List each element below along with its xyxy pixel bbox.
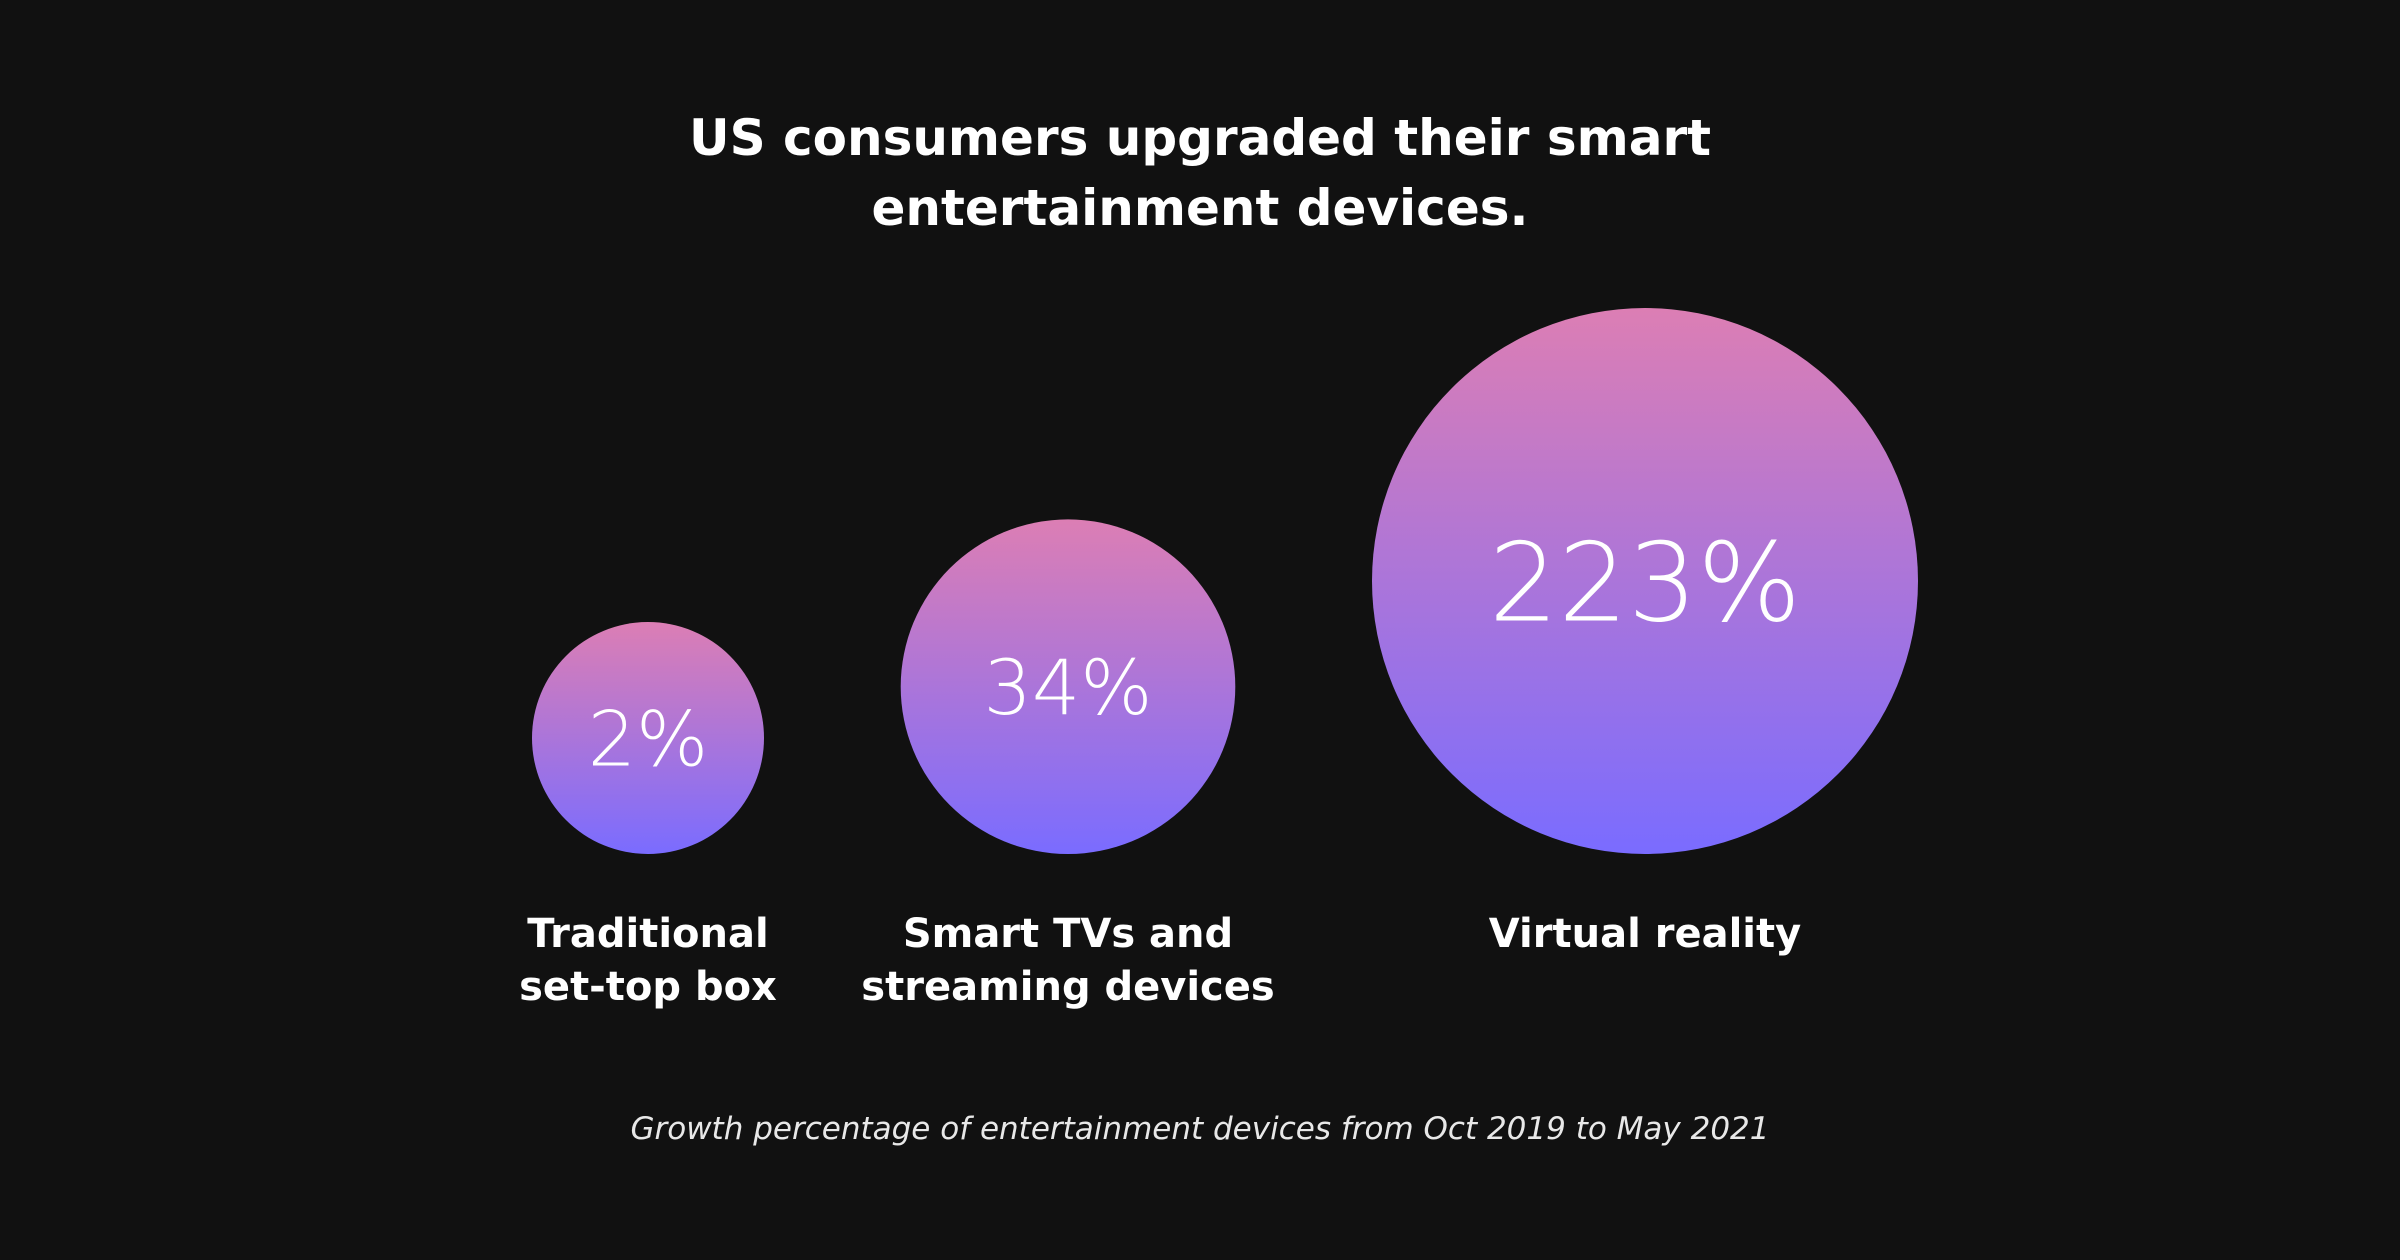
bubble-value-label: 34%: [984, 643, 1153, 732]
chart-title-line-1: US consumers upgraded their smart: [689, 109, 1711, 167]
category-label: Traditional: [527, 911, 768, 957]
bubble-circle: [900, 519, 1236, 854]
bubble-group: 2% Traditional set-top box 34% Smart TVs and…: [519, 308, 1918, 1010]
category-label: Smart TVs and: [903, 911, 1233, 957]
bubble-item: 2% Traditional set-top box: [519, 622, 777, 1010]
bubble-value-label: 223%: [1489, 519, 1801, 646]
category-label: streaming devices: [861, 964, 1274, 1010]
category-label: set-top box: [519, 964, 777, 1010]
bubble-item: 34% Smart TVs and streaming devices: [861, 519, 1275, 1010]
chart-title: US consumers upgraded their smart entert…: [689, 109, 1711, 237]
category-label: Virtual reality: [1489, 911, 1801, 957]
chart-title-line-2: entertainment devices.: [871, 179, 1528, 237]
bubble-item: 223% Virtual reality: [1372, 308, 1918, 957]
bubble-circle: [1372, 308, 1918, 854]
chart-caption: Growth percentage of entertainment devic…: [630, 1111, 1769, 1147]
bubble-circle: [532, 622, 764, 854]
bubble-value-label: 2%: [588, 694, 709, 783]
